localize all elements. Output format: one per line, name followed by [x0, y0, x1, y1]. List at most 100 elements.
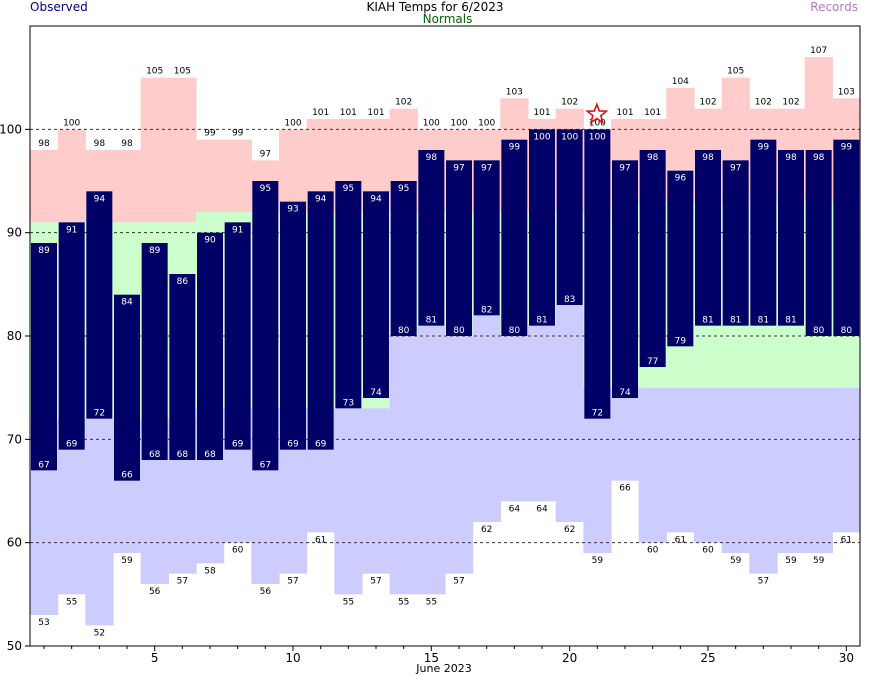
observed-low-label: 81	[426, 316, 437, 326]
observed-high-label: 94	[315, 194, 327, 204]
record-high-label: 103	[506, 87, 523, 97]
observed-low-label: 69	[232, 440, 244, 450]
record-low-band	[362, 408, 391, 574]
record-high-label: 101	[312, 108, 329, 118]
record-high-band	[196, 139, 225, 212]
observed-bar	[114, 294, 140, 481]
observed-bar	[224, 222, 251, 450]
record-low-label: 58	[204, 566, 216, 576]
x-axis-title: June 2023	[415, 662, 471, 675]
observed-low-label: 81	[730, 316, 741, 326]
observed-high-label: 97	[453, 163, 464, 173]
record-low-band	[85, 418, 114, 626]
observed-low-label: 68	[149, 450, 161, 460]
observed-high-label: 97	[619, 163, 630, 173]
record-high-band	[223, 139, 252, 212]
y-tick-label: 60	[7, 536, 22, 550]
record-high-label: 100	[423, 118, 440, 128]
observed-high-label: 95	[343, 184, 354, 194]
record-high-label: 99	[232, 129, 244, 139]
record-high-band	[168, 77, 197, 223]
observed-bar	[280, 201, 306, 450]
observed-high-label: 94	[370, 194, 382, 204]
x-tick-label: 30	[839, 651, 854, 665]
record-low-label: 59	[813, 556, 825, 566]
record-low-label: 57	[758, 577, 769, 587]
record-low-label: 56	[260, 587, 272, 597]
observed-bar	[778, 150, 804, 326]
observed-bar	[141, 243, 168, 460]
observed-bar	[418, 150, 445, 326]
observed-bar	[335, 181, 362, 409]
record-high-label: 102	[395, 98, 412, 108]
observed-bar	[695, 150, 721, 326]
observed-high-label: 100	[561, 132, 578, 142]
record-low-label: 62	[481, 525, 492, 535]
observed-bar	[805, 150, 832, 336]
x-tick-label: 10	[285, 651, 300, 665]
record-high-label: 101	[367, 108, 384, 118]
record-low-band	[694, 387, 723, 543]
observed-layer	[31, 129, 860, 481]
observed-bar	[473, 160, 500, 316]
record-high-band	[57, 129, 86, 223]
observed-bar	[667, 170, 694, 347]
y-tick-label: 100	[0, 122, 22, 136]
record-low-label: 59	[121, 556, 133, 566]
record-high-label: 100	[478, 118, 495, 128]
record-high-label: 98	[38, 139, 50, 149]
record-low-band	[500, 336, 529, 502]
record-low-band	[666, 387, 695, 533]
observed-bar	[501, 139, 528, 336]
observed-bar	[556, 129, 583, 305]
record-low-band	[334, 408, 363, 595]
observed-low-label: 82	[481, 305, 492, 315]
record-low-label: 66	[619, 484, 631, 494]
record-low-band	[804, 387, 833, 553]
record-low-label: 61	[675, 535, 686, 545]
record-high-label: 107	[810, 46, 827, 56]
observed-bar	[750, 139, 777, 326]
observed-low-label: 77	[647, 357, 658, 367]
observed-high-label: 95	[260, 184, 271, 194]
record-low-label: 53	[38, 618, 49, 628]
record-low-label: 60	[647, 546, 659, 556]
observed-high-label: 100	[533, 132, 550, 142]
record-low-band	[721, 387, 750, 553]
chart-title: KIAH Temps for 6/2023	[366, 0, 504, 14]
observed-low-label: 80	[841, 326, 853, 336]
record-high-label: 101	[616, 108, 633, 118]
observed-low-label: 81	[536, 316, 547, 326]
record-low-label: 60	[702, 546, 714, 556]
x-tick-label: 25	[700, 651, 715, 665]
observed-low-label: 80	[813, 326, 825, 336]
observed-bar	[833, 139, 860, 336]
observed-high-label: 97	[481, 163, 492, 173]
observed-high-label: 98	[785, 153, 797, 163]
observed-bar	[307, 191, 334, 450]
observed-high-label: 98	[426, 153, 438, 163]
observed-low-label: 68	[177, 450, 189, 460]
record-low-band	[555, 305, 584, 522]
record-high-label: 102	[699, 98, 716, 108]
observed-bar	[252, 181, 279, 471]
record-high-label: 102	[561, 98, 578, 108]
record-low-band	[638, 387, 667, 543]
axis-layer: 50 60 70 80 90 100 5 10 15 20 25 30	[0, 25, 861, 665]
record-high-band	[113, 150, 142, 223]
record-high-label: 100	[63, 118, 80, 128]
observed-high-label: 99	[509, 143, 521, 153]
observed-low-label: 69	[66, 440, 78, 450]
observed-high-label: 98	[702, 153, 714, 163]
record-high-label: 97	[260, 149, 271, 159]
record-low-label: 64	[509, 504, 521, 514]
observed-high-label: 99	[841, 143, 853, 153]
observed-low-label: 68	[204, 450, 216, 460]
observed-high-label: 86	[177, 277, 189, 287]
record-low-label: 57	[287, 577, 298, 587]
record-high-label: 100	[589, 118, 606, 128]
record-low-label: 55	[426, 597, 437, 607]
record-high-label: 101	[340, 108, 357, 118]
record-high-label: 105	[727, 67, 744, 77]
record-high-label: 101	[644, 108, 661, 118]
